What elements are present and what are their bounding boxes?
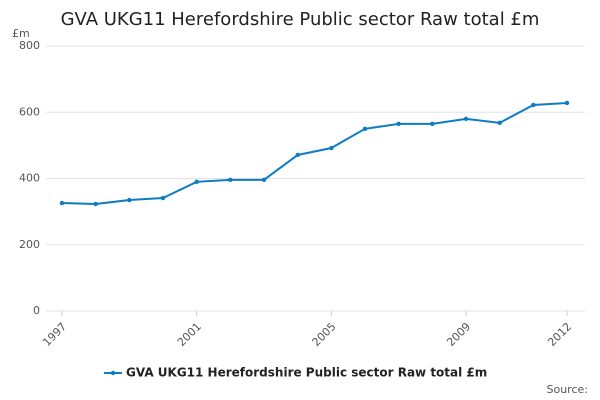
point (430, 121, 435, 127)
point (93, 201, 98, 207)
y-tick-label: 800 (19, 39, 40, 52)
point (160, 195, 166, 201)
x-tick-label: 2012 (545, 320, 574, 349)
point (261, 177, 267, 183)
y-unit: £m (12, 27, 30, 40)
source: Source: (547, 383, 589, 396)
x-tick-label: 2005 (310, 320, 339, 349)
y-tick-label: 400 (19, 172, 40, 185)
point (531, 102, 536, 108)
point (396, 121, 401, 127)
point (194, 179, 199, 185)
point (127, 197, 132, 203)
x-tick-label: 2001 (175, 320, 204, 349)
point (497, 120, 502, 126)
y-tick-label: 0 (33, 304, 40, 317)
point (228, 177, 233, 183)
point (59, 200, 65, 206)
point (329, 145, 334, 151)
point (564, 100, 570, 106)
chart-title: GVA UKG11 Herefordshire Public sector Ra… (61, 9, 540, 30)
x-tick-label: 2009 (444, 320, 473, 349)
x-tick-label: 1997 (40, 320, 69, 349)
point (463, 116, 469, 122)
y-tick-label: 200 (19, 238, 40, 251)
legend-label: GVA UKG11 Herefordshire Public sector Ra… (126, 366, 487, 380)
y-tick-label: 600 (19, 105, 40, 118)
legend-marker (110, 370, 116, 376)
line (61, 101, 568, 206)
point (362, 126, 368, 132)
point (295, 152, 300, 158)
